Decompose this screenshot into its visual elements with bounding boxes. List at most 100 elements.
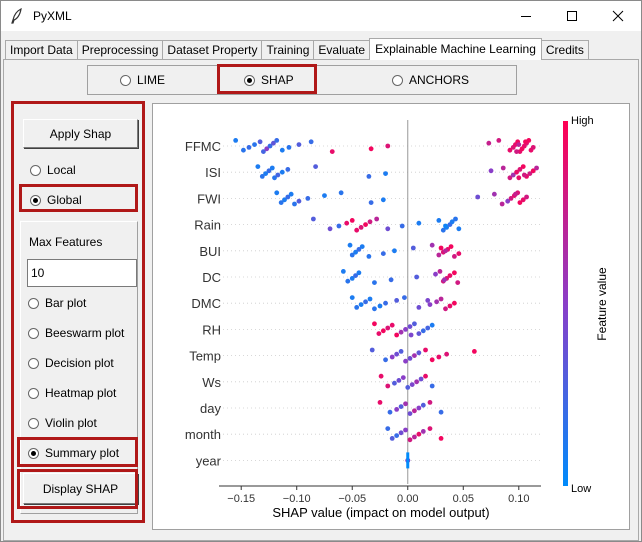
shap-point xyxy=(429,322,435,328)
shap-point xyxy=(349,295,355,300)
shap-point xyxy=(427,426,433,431)
radio-indicator xyxy=(28,357,39,369)
display-shap-button[interactable]: Display SHAP xyxy=(23,473,138,504)
radio-summary-plot[interactable]: Summary plot xyxy=(28,445,119,461)
tab-credits[interactable]: Credits xyxy=(540,40,589,60)
shap-point xyxy=(353,273,358,278)
shap-point xyxy=(451,270,457,276)
feather-icon xyxy=(11,8,22,24)
feature-label: FWI xyxy=(197,191,221,206)
shap-point xyxy=(275,172,281,178)
shap-point xyxy=(507,175,513,181)
tab-evaluate[interactable]: Evaluate xyxy=(313,40,371,60)
shap-point xyxy=(383,171,388,176)
radio-heatmap-plot[interactable]: Heatmap plot xyxy=(28,385,116,401)
highlight-summary-plot xyxy=(17,437,138,467)
radio-lime[interactable]: LIME xyxy=(120,72,165,88)
radio-anchors[interactable]: ANCHORS xyxy=(392,72,469,88)
shap-point xyxy=(305,196,311,201)
shap-point xyxy=(389,436,395,441)
window-title: PyXML xyxy=(33,9,72,23)
shap-point xyxy=(233,138,239,143)
max-features-input[interactable]: 10 xyxy=(27,259,137,287)
shap-point xyxy=(340,269,346,274)
shap-point xyxy=(491,191,497,197)
feature-label: month xyxy=(185,427,221,442)
radio-bar-plot[interactable]: Bar plot xyxy=(28,295,86,311)
shap-point xyxy=(285,194,291,200)
radio-global[interactable]: Global xyxy=(30,192,82,208)
apply-shap-button[interactable]: Apply Shap xyxy=(23,119,138,148)
shap-point xyxy=(383,300,388,306)
shap-point xyxy=(524,194,529,200)
shap-point xyxy=(387,409,393,415)
shap-point xyxy=(345,278,351,284)
shap-point xyxy=(505,198,511,204)
shap-point xyxy=(520,164,526,169)
shap-point xyxy=(438,296,444,302)
shap-point xyxy=(438,245,444,251)
shap-point xyxy=(530,145,536,150)
tab-dataset-property[interactable]: Dataset Property xyxy=(162,40,263,60)
shap-point xyxy=(420,328,426,334)
shap-point xyxy=(389,354,395,360)
notebook-tabs: Import Data Preprocessing Dataset Proper… xyxy=(5,38,589,60)
shap-point xyxy=(272,175,277,181)
radio-indicator xyxy=(28,297,39,309)
tab-import-data[interactable]: Import Data xyxy=(5,40,78,60)
shap-point xyxy=(513,191,518,197)
radio-violin-plot[interactable]: Violin plot xyxy=(28,415,97,431)
max-features-label: Max Features xyxy=(29,235,103,249)
shap-point xyxy=(420,402,426,408)
shap-point xyxy=(389,322,395,328)
shap-point xyxy=(500,165,506,171)
maximize-button[interactable] xyxy=(549,1,595,31)
shap-point xyxy=(267,143,273,149)
shap-plot-frame: FFMC ISI FWI Rain BUI DC DMC RH Temp Ws day month ye… xyxy=(152,103,630,530)
shap-point xyxy=(358,302,364,307)
shap-point xyxy=(517,167,523,172)
shap-point xyxy=(507,147,513,153)
shap-point xyxy=(285,167,291,172)
shap-point xyxy=(436,218,442,223)
radio-shap[interactable]: SHAP xyxy=(244,72,294,88)
shap-point xyxy=(385,426,391,431)
shap-point xyxy=(261,149,266,154)
radio-shap-label: SHAP xyxy=(261,73,294,87)
shap-point xyxy=(499,201,505,207)
shap-point xyxy=(279,169,285,175)
shap-point xyxy=(372,280,377,285)
shap-point xyxy=(416,305,422,310)
x-tick-label: 0.10 xyxy=(508,493,529,505)
minimize-button[interactable] xyxy=(503,1,549,31)
title-bar[interactable]: PyXML xyxy=(1,1,641,31)
shap-point xyxy=(394,433,400,438)
shap-point xyxy=(394,298,400,303)
radio-decision-plot[interactable]: Decision plot xyxy=(28,355,114,371)
maximize-icon xyxy=(567,11,577,21)
shap-point xyxy=(367,219,373,225)
shap-point xyxy=(425,325,431,331)
tab-preprocessing[interactable]: Preprocessing xyxy=(76,40,164,60)
radio-beeswarm-plot[interactable]: Beeswarm plot xyxy=(28,325,124,341)
shap-point xyxy=(308,139,314,145)
radio-lime-label: LIME xyxy=(137,73,166,87)
close-button[interactable] xyxy=(595,1,641,31)
gridlines xyxy=(219,145,541,461)
shap-point xyxy=(453,216,458,222)
shap-point xyxy=(353,249,358,255)
shap-point xyxy=(412,353,417,358)
radio-decision-plot-label: Decision plot xyxy=(45,356,114,370)
shap-point xyxy=(405,385,411,390)
radio-indicator xyxy=(28,417,39,429)
shap-point xyxy=(423,347,428,353)
shap-point xyxy=(517,200,523,205)
radio-local[interactable]: Local xyxy=(30,162,76,178)
shap-point xyxy=(394,332,400,338)
shap-point xyxy=(429,383,435,389)
tab-training[interactable]: Training xyxy=(261,40,315,60)
shap-point xyxy=(380,197,386,203)
highlight-left-panel xyxy=(11,101,145,523)
shap-point xyxy=(451,254,457,259)
tab-explainable-ml[interactable]: Explainable Machine Learning xyxy=(369,38,542,60)
